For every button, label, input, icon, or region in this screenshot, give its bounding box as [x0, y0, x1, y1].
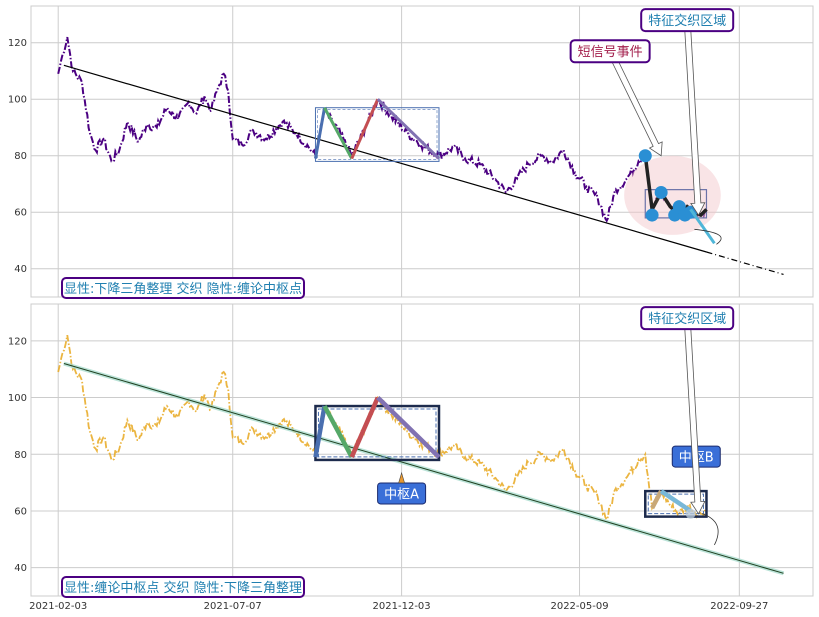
- annotation-arrow: [684, 29, 706, 216]
- annotation-text: 特征交织区域: [648, 13, 726, 29]
- annotation-arrow: [611, 58, 663, 157]
- y-tick-label: 60: [14, 506, 27, 517]
- zigzag-segment: [322, 404, 354, 459]
- zigzag-segment: [659, 489, 692, 513]
- zhongshu-label-a: 中枢A: [384, 487, 419, 502]
- corner-label: 显性:下降三角整理 交织 隐性:缠论中枢点: [64, 281, 302, 297]
- y-tick-label: 100: [8, 95, 27, 106]
- zigzag-segment: [350, 98, 380, 160]
- zigzag-segment: [323, 107, 354, 160]
- triangle-box: [314, 107, 440, 162]
- plot-frame: [30, 303, 814, 597]
- signal-point: [654, 185, 668, 199]
- y-tick-label: 80: [14, 151, 27, 162]
- zigzag-segment: [376, 395, 441, 459]
- annotation-box: [640, 8, 735, 33]
- zhongshu-box-b: [644, 489, 708, 518]
- end-marker: [685, 508, 696, 519]
- corner-label-box: [61, 576, 305, 598]
- panel-bottom: 406080100120中枢A中枢B特征交织区域显性:缠论中枢点 交织 隐性:下…: [8, 303, 814, 598]
- signal-point: [638, 149, 652, 163]
- corner-label: 显性:缠论中枢点 交织 隐性:下降三角整理: [64, 580, 302, 596]
- x-tick-label: 2022-05-09: [550, 601, 608, 612]
- triangle-box-inner: [317, 109, 438, 160]
- zigzag-segment: [650, 490, 664, 510]
- x-tick-label: 2021-12-03: [373, 601, 431, 612]
- x-tick-label: 2021-07-07: [204, 601, 262, 612]
- projection-segment: [689, 208, 716, 245]
- plot-frame: [30, 5, 814, 298]
- annotation-text: 特征交织区域: [648, 311, 726, 327]
- annotation-text: 短信号事件: [578, 45, 643, 60]
- curved-arrow: [694, 228, 722, 245]
- zhongshu-inner-a: [317, 408, 437, 458]
- zhongshu-box-a: [314, 404, 441, 462]
- x-tick-label: 2021-02-03: [29, 601, 87, 612]
- y-tick-label: 100: [8, 393, 27, 404]
- y-tick-label: 80: [14, 450, 27, 461]
- trend-line-projection: [706, 251, 784, 275]
- zigzag-segment: [349, 396, 380, 458]
- annotation-box: [569, 39, 651, 64]
- price-series-line: [57, 36, 708, 223]
- y-tick-label: 120: [8, 38, 27, 49]
- x-tick-label: 2022-09-27: [710, 601, 768, 612]
- y-tick-label: 60: [14, 208, 27, 219]
- zigzag-segment: [313, 405, 327, 458]
- zigzag-segment: [313, 107, 327, 159]
- trend-line: [63, 363, 784, 574]
- zigzag-segment: [376, 98, 441, 160]
- curved-arrow: [702, 513, 719, 546]
- zhongshu-inner-b: [647, 493, 704, 515]
- price-series-line: [57, 335, 708, 522]
- y-tick-label: 120: [8, 336, 27, 347]
- signal-point: [645, 208, 659, 222]
- annotation-box: [640, 306, 735, 331]
- trend-line: [63, 64, 707, 253]
- y-tick-label: 40: [14, 563, 27, 574]
- annotation-arrow: [684, 327, 706, 515]
- zhongshu-pointer-a: [398, 471, 406, 484]
- y-tick-label: 40: [14, 264, 27, 275]
- corner-label-box: [61, 277, 305, 299]
